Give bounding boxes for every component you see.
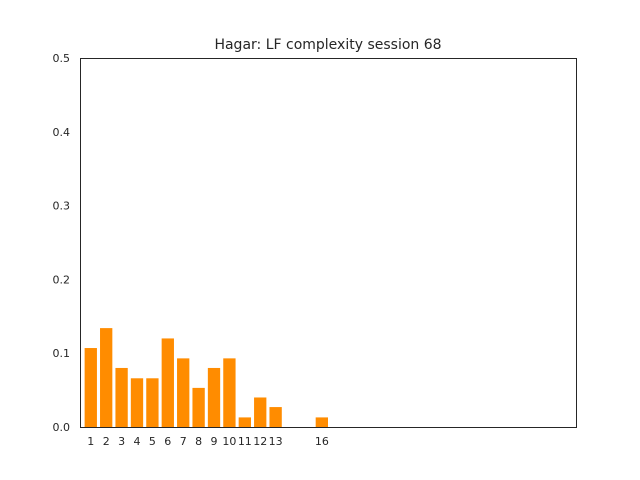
bar-8 (192, 387, 205, 427)
x-tick-label: 9 (211, 435, 218, 448)
y-tick-label: 0.0 (53, 421, 71, 434)
x-tick-label: 11 (238, 435, 252, 448)
bars-group (84, 328, 328, 427)
bar-3 (115, 367, 128, 427)
y-tick-label: 0.5 (53, 52, 71, 65)
x-tick-label: 4 (133, 435, 140, 448)
bar-11 (238, 417, 251, 427)
x-tick-label: 12 (253, 435, 267, 448)
x-tick-label: 2 (103, 435, 110, 448)
bar-10 (223, 358, 236, 427)
x-tick-label: 7 (180, 435, 187, 448)
chart-title: Hagar: LF complexity session 68 (214, 37, 441, 53)
bar-12 (254, 397, 267, 427)
bar-6 (161, 338, 174, 427)
y-tick-label: 0.2 (53, 273, 71, 286)
x-tick-label: 13 (269, 435, 283, 448)
x-tick-label: 6 (164, 435, 171, 448)
x-axis-ticks: 1 2 3 4 5 6 7 8 9 10 11 12 13 16 (87, 435, 329, 448)
bar-5 (146, 378, 159, 427)
bar-1 (84, 348, 97, 427)
bar-9 (207, 367, 221, 427)
y-tick-label: 0.4 (53, 126, 71, 139)
x-tick-label: 8 (195, 435, 202, 448)
x-tick-label: 3 (118, 435, 125, 448)
bar-2 (100, 328, 113, 427)
bar-16 (315, 417, 328, 427)
x-tick-label: 5 (149, 435, 156, 448)
x-tick-label: 1 (87, 435, 94, 448)
y-axis-ticks: 0.0 0.1 0.2 0.3 0.4 0.5 (53, 52, 71, 434)
x-tick-label: 16 (315, 435, 329, 448)
y-tick-label: 0.1 (53, 347, 71, 360)
y-tick-label: 0.3 (53, 200, 71, 213)
plot-area-frame (80, 58, 577, 428)
bar-4 (130, 378, 144, 427)
bar-7 (177, 358, 190, 427)
bar-13 (269, 407, 282, 427)
x-tick-label: 10 (222, 435, 236, 448)
